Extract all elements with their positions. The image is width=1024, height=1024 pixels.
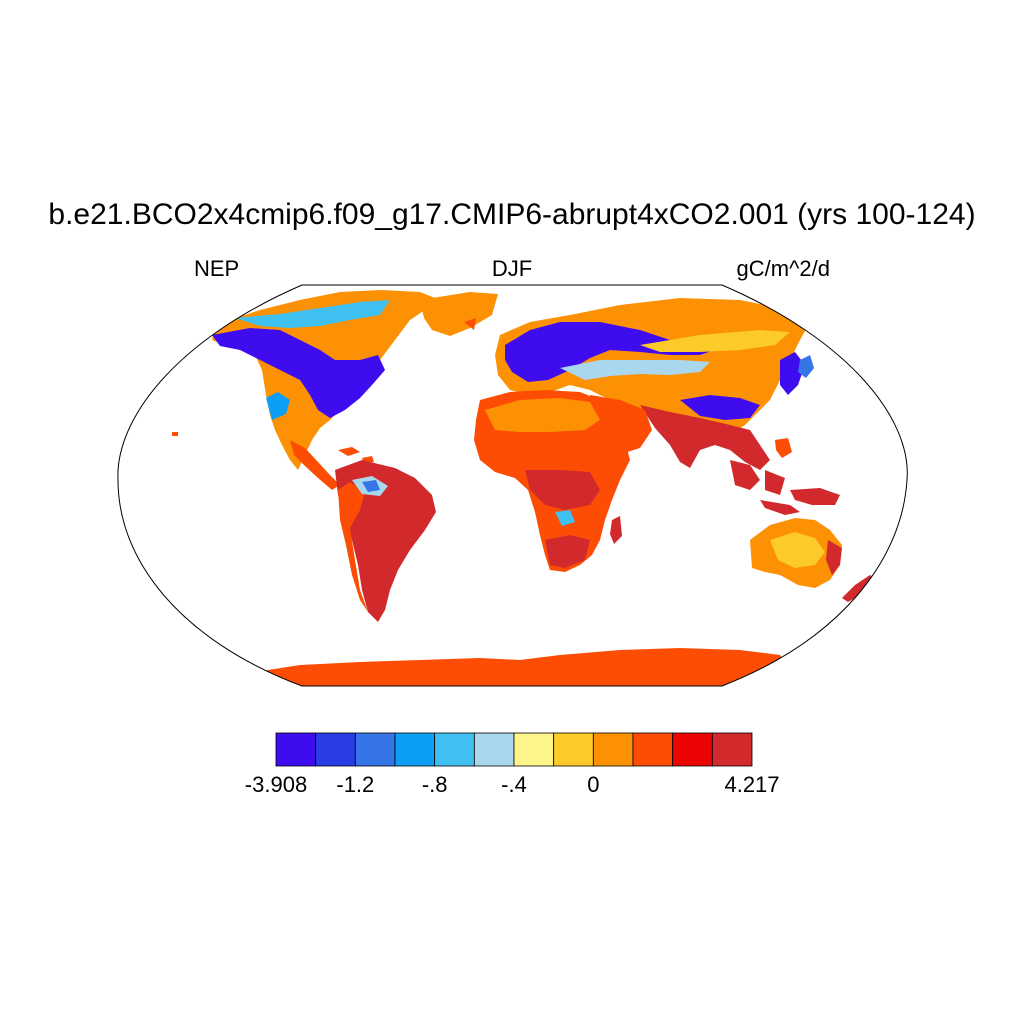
new-zealand-land [842, 575, 878, 602]
colorbar-swatch [473, 732, 515, 767]
sahara-orange [485, 398, 600, 432]
greenland-land [420, 292, 498, 336]
africa-cyan-patch [555, 510, 575, 526]
colorbar-swatch [434, 732, 475, 767]
colorbar-tick-label: -.8 [421, 772, 448, 797]
colorbar-tick-label: 0 [587, 772, 600, 797]
sa-amazon-blue [362, 480, 380, 492]
colorbar-swatch [394, 732, 436, 767]
colorbar-tick-label: -3.908 [244, 772, 308, 797]
colorbar-swatch [553, 732, 594, 767]
figure-title: b.e21.BCO2x4cmip6.f09_g17.CMIP6-abrupt4x… [48, 198, 976, 231]
colorbar-swatch [711, 732, 753, 767]
philippines-land [775, 438, 792, 458]
sa-orange-zone [338, 482, 368, 612]
colorbar-swatch [513, 732, 555, 767]
asia-yellow-band [640, 330, 790, 352]
east-asia-blue [780, 352, 805, 395]
hawaii-islands [172, 432, 178, 436]
south-asia-land [640, 405, 770, 470]
maritime-continent [730, 460, 840, 515]
colorbar-tick-label: -1.2 [336, 772, 375, 797]
colorbar-tick-label: 4.217 [724, 772, 780, 797]
season-label: DJF [491, 256, 533, 281]
caribbean-islands [338, 447, 374, 463]
antarctica-land [230, 648, 800, 686]
australia-yellow-core [770, 532, 825, 568]
colorbar-tick-label: -.4 [501, 772, 527, 797]
units-label: gC/m^2/d [736, 256, 830, 281]
colorbar-swatch [592, 732, 634, 767]
australia-east-red [826, 540, 842, 575]
colorbar-swatch [315, 732, 356, 767]
central-america-land [290, 440, 340, 490]
na-blue-zone [212, 328, 385, 418]
variable-label: NEP [194, 256, 240, 281]
tibet-blue-zone [680, 395, 760, 420]
na-cyan-accent [266, 392, 290, 420]
central-africa-red [525, 470, 600, 510]
projection-outline [117, 284, 908, 687]
land-fields [172, 290, 878, 686]
southern-africa-red [545, 535, 590, 568]
madagascar-land [610, 516, 622, 544]
europe-blue-zone [505, 322, 720, 382]
greenland-red-tip [464, 318, 476, 330]
colorbar [275, 732, 753, 767]
colorbar-swatch [632, 732, 674, 767]
colorbar-swatch [354, 732, 396, 767]
japan-land [798, 355, 814, 378]
colorbar-swatch [672, 732, 713, 767]
na-light-zone [235, 300, 390, 328]
eurasia-light-band [560, 360, 710, 380]
colorbar-swatch [275, 732, 317, 767]
